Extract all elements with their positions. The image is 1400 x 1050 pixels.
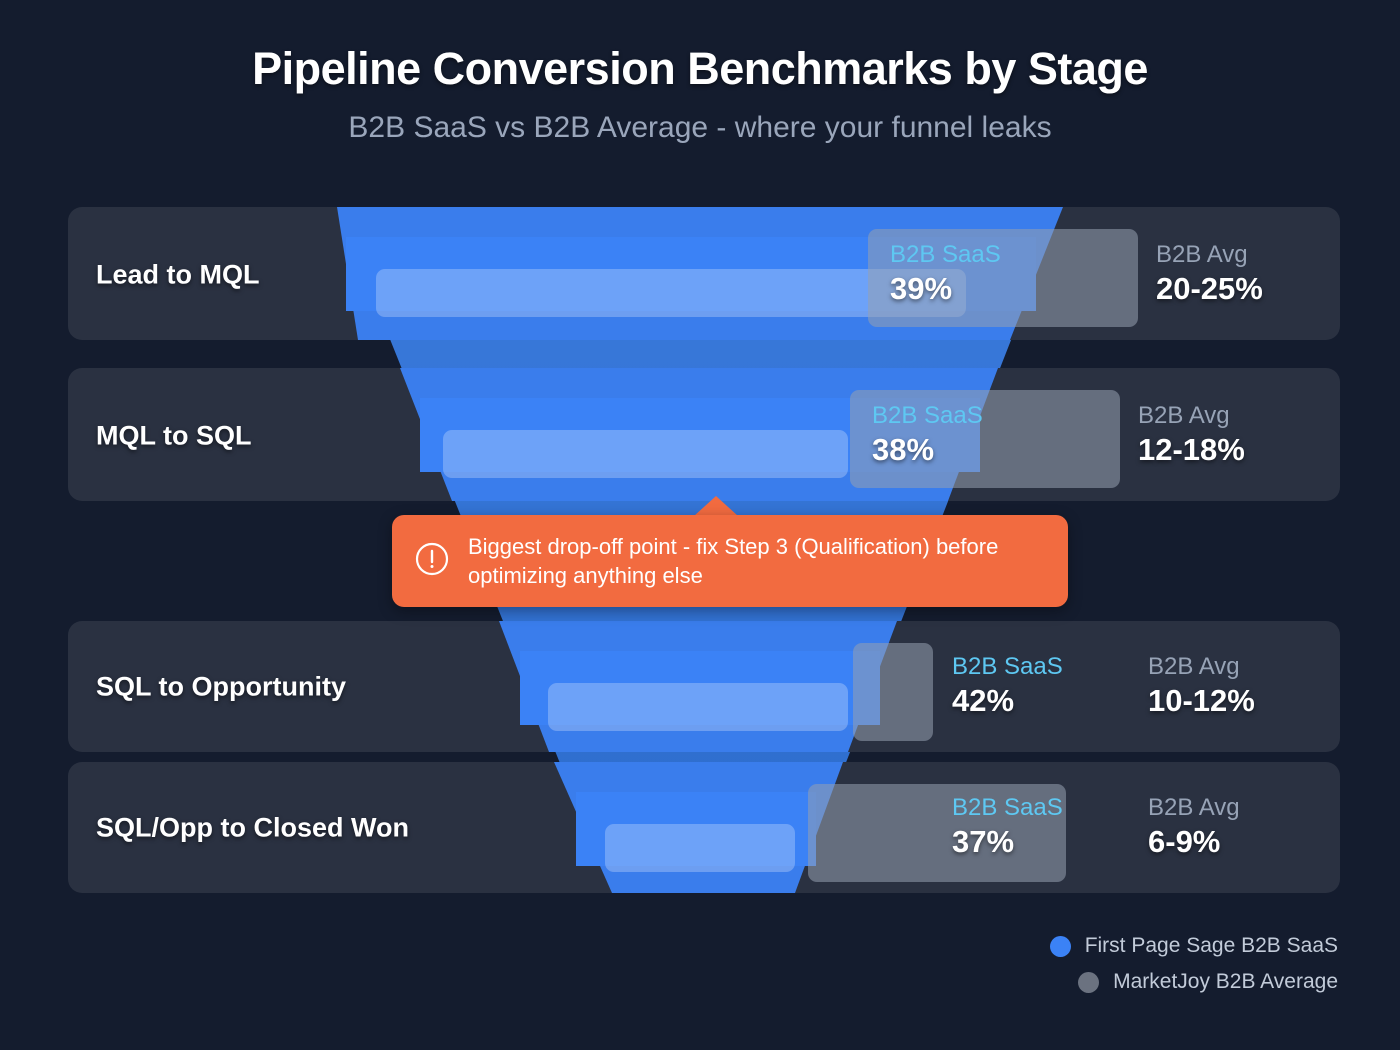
stage-row-sql-opp-to-closed-won[interactable]: SQL/Opp to Closed Won B2B SaaS 37% B2B A… (68, 762, 1340, 893)
saas-series-label-row-4: B2B SaaS (952, 794, 1063, 821)
saas-value-row-2: 38% (872, 432, 935, 468)
avg-series-label-row-1: B2B Avg (1156, 241, 1248, 268)
avg-bar-row-3 (853, 643, 933, 741)
saas-series-label-row-1: B2B SaaS (890, 241, 1001, 268)
avg-value-block-row-2: B2B Avg 12-18% (1138, 403, 1245, 468)
stage-label-row-1: Lead to MQL (96, 259, 260, 290)
page-title: Pipeline Conversion Benchmarks by Stage (252, 43, 1148, 94)
saas-value-block-row-1: B2B SaaS 39% (890, 242, 1001, 307)
legend-item-avg[interactable]: MarketJoy B2B Average (1050, 970, 1338, 994)
stage-label-row-2: MQL to SQL (96, 420, 252, 451)
stage-label-row-4: SQL/Opp to Closed Won (96, 812, 409, 843)
legend-item-saas[interactable]: First Page Sage B2B SaaS (1049, 934, 1338, 958)
legend: First Page Sage B2B SaaS MarketJoy B2B A… (1049, 934, 1338, 1006)
stage-row-lead-to-mql[interactable]: Lead to MQL B2B SaaS 39% B2B Avg 20-25% (68, 207, 1340, 340)
avg-value-row-4: 6-9% (1148, 824, 1221, 860)
saas-value-block-row-3: B2B SaaS 42% (952, 654, 1063, 719)
saas-series-label-row-2: B2B SaaS (872, 402, 983, 429)
callout-arrow (694, 496, 738, 516)
avg-value-block-row-1: B2B Avg 20-25% (1156, 242, 1263, 307)
saas-inner-bar-row-2 (443, 430, 848, 478)
header: Pipeline Conversion Benchmarks by Stage … (0, 0, 1400, 146)
page-subtitle: B2B SaaS vs B2B Average - where your fun… (348, 110, 1052, 144)
avg-value-row-3: 10-12% (1148, 683, 1255, 719)
legend-label-saas: First Page Sage B2B SaaS (1084, 934, 1338, 957)
avg-series-label-row-4: B2B Avg (1148, 794, 1240, 821)
saas-inner-bar-row-3 (548, 683, 848, 731)
saas-value-row-3: 42% (952, 683, 1015, 719)
avg-value-block-row-4: B2B Avg 6-9% (1148, 795, 1240, 860)
saas-series-label-row-3: B2B SaaS (952, 653, 1063, 680)
avg-value-row-2: 12-18% (1138, 432, 1245, 468)
drop-off-callout[interactable]: Biggest drop-off point - fix Step 3 (Qua… (392, 515, 1068, 607)
legend-dot-avg-icon (1078, 971, 1100, 993)
stage-row-mql-to-sql[interactable]: MQL to SQL B2B SaaS 38% B2B Avg 12-18% (68, 368, 1340, 501)
saas-value-block-row-4: B2B SaaS 37% (952, 795, 1063, 860)
avg-series-label-row-2: B2B Avg (1138, 402, 1230, 429)
saas-value-row-4: 37% (952, 824, 1015, 860)
stage-row-sql-to-opportunity[interactable]: SQL to Opportunity B2B SaaS 42% B2B Avg … (68, 621, 1340, 752)
exclamation-circle-icon (414, 541, 450, 582)
avg-value-block-row-3: B2B Avg 10-12% (1148, 654, 1255, 719)
avg-value-row-1: 20-25% (1156, 271, 1263, 307)
legend-dot-saas-icon (1049, 935, 1071, 957)
saas-value-block-row-2: B2B SaaS 38% (872, 403, 983, 468)
saas-value-row-1: 39% (890, 271, 953, 307)
legend-label-avg: MarketJoy B2B Average (1113, 970, 1338, 993)
stage-label-row-3: SQL to Opportunity (96, 671, 346, 702)
avg-series-label-row-3: B2B Avg (1148, 653, 1240, 680)
saas-inner-bar-row-4 (605, 824, 795, 872)
callout-text: Biggest drop-off point - fix Step 3 (Qua… (468, 533, 999, 588)
